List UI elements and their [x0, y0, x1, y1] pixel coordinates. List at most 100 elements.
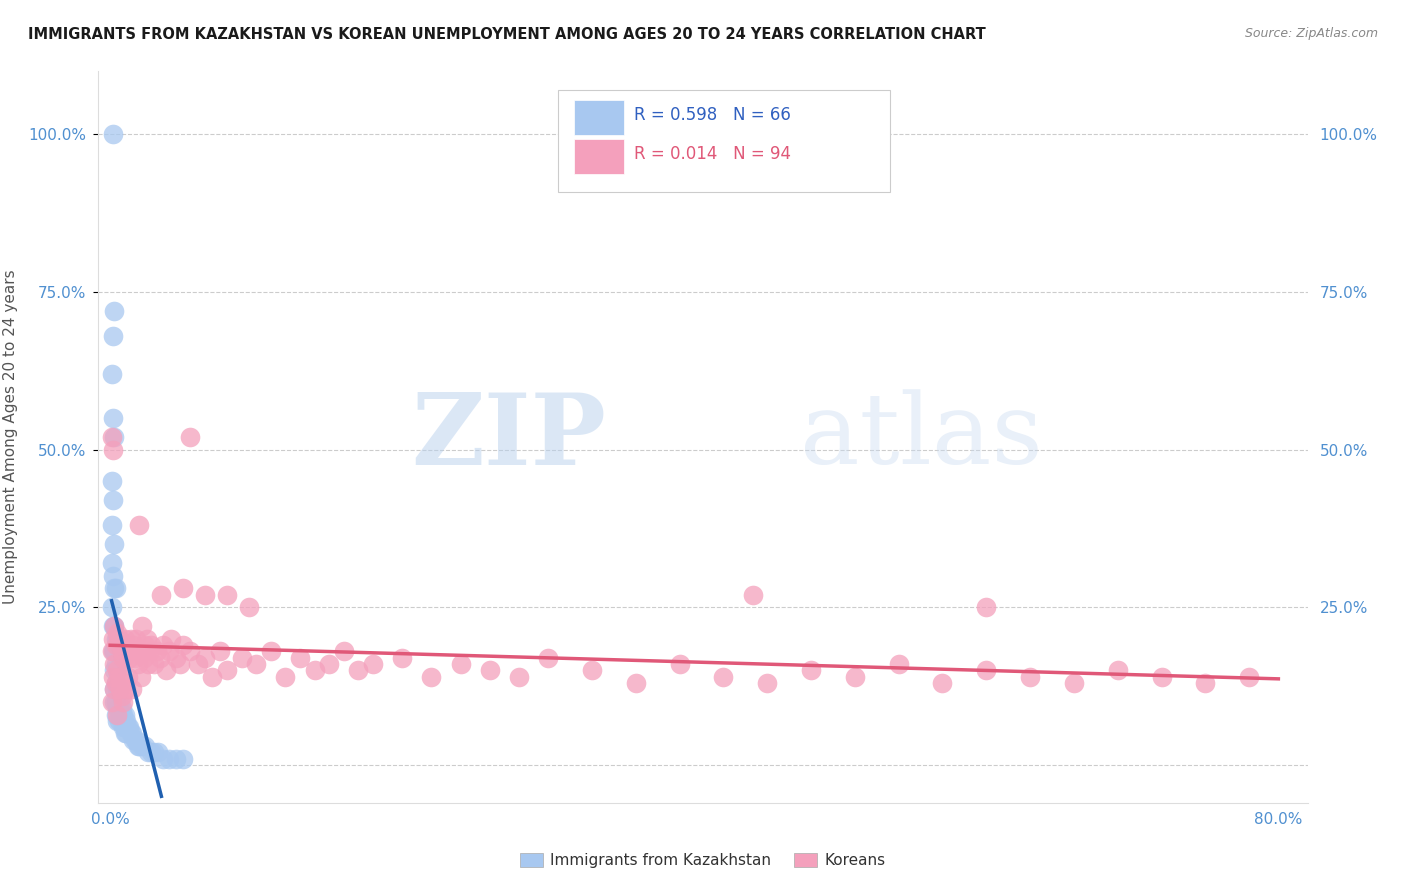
Point [107, 682, 129, 697]
Point [172, 582, 194, 596]
Point [201, 670, 224, 684]
Point [115, 682, 138, 697]
Point [974, 664, 997, 678]
Point [127, 657, 149, 671]
Point [103, 619, 125, 633]
Point [132, 650, 155, 665]
Point [146, 644, 169, 658]
Point [100, 518, 122, 533]
Point [668, 657, 690, 671]
Point [114, 632, 136, 646]
Point [103, 682, 125, 697]
Point [450, 657, 472, 671]
Point [238, 600, 260, 615]
Point [110, 695, 132, 709]
Point [122, 732, 145, 747]
FancyBboxPatch shape [558, 90, 890, 192]
Point [347, 664, 370, 678]
Point [117, 644, 139, 658]
Point [111, 714, 134, 728]
Point [139, 638, 162, 652]
Point [165, 752, 187, 766]
Point [100, 556, 122, 570]
Point [103, 582, 125, 596]
Point [101, 619, 124, 633]
Point [157, 644, 180, 658]
Point [101, 329, 124, 343]
Point [134, 739, 156, 753]
Point [112, 707, 135, 722]
Point [128, 739, 150, 753]
Point [103, 644, 125, 658]
Point [103, 695, 125, 709]
Point [121, 644, 143, 658]
Point [800, 664, 823, 678]
Point [138, 644, 160, 658]
Point [274, 670, 297, 684]
Point [100, 644, 122, 658]
Point [260, 644, 283, 658]
Point [107, 632, 129, 646]
Point [121, 726, 143, 740]
Point [136, 657, 159, 671]
Point [304, 664, 326, 678]
Point [117, 670, 139, 684]
Point [110, 638, 132, 652]
Point [114, 726, 136, 740]
Point [129, 670, 152, 684]
Point [741, 588, 763, 602]
Point [391, 650, 413, 665]
Point [104, 695, 127, 709]
Point [111, 644, 134, 658]
Point [103, 304, 125, 318]
Point [152, 752, 174, 766]
Legend: Immigrants from Kazakhstan, Koreans: Immigrants from Kazakhstan, Koreans [512, 846, 894, 876]
Point [131, 619, 153, 633]
Point [112, 650, 135, 665]
Text: atlas: atlas [800, 389, 1042, 485]
Point [713, 670, 735, 684]
Y-axis label: Unemployment Among Ages 20 to 24 years: Unemployment Among Ages 20 to 24 years [3, 269, 17, 605]
Point [104, 676, 127, 690]
Point [157, 752, 180, 766]
Point [101, 493, 124, 508]
Point [104, 638, 127, 652]
Point [103, 619, 125, 633]
Point [208, 644, 231, 658]
Point [114, 707, 136, 722]
Point [478, 664, 501, 678]
Point [107, 664, 129, 678]
Point [974, 600, 997, 615]
Point [245, 657, 267, 671]
Point [108, 632, 131, 646]
Point [107, 701, 129, 715]
Point [112, 695, 135, 709]
Point [624, 676, 647, 690]
Point [1194, 676, 1216, 690]
Point [165, 650, 187, 665]
Point [756, 676, 779, 690]
Point [107, 664, 129, 678]
Point [148, 745, 170, 759]
Point [318, 657, 340, 671]
Point [107, 707, 129, 722]
Point [136, 745, 159, 759]
Point [1150, 670, 1173, 684]
Point [124, 650, 146, 665]
Point [215, 664, 238, 678]
Point [231, 650, 253, 665]
Point [149, 650, 172, 665]
Text: R = 0.598   N = 66: R = 0.598 N = 66 [634, 106, 792, 124]
Text: R = 0.014   N = 94: R = 0.014 N = 94 [634, 145, 792, 163]
Point [172, 638, 194, 652]
Point [127, 739, 149, 753]
Point [100, 367, 122, 381]
Point [118, 720, 141, 734]
Point [128, 644, 150, 658]
FancyBboxPatch shape [574, 138, 624, 174]
Point [104, 676, 127, 690]
Point [100, 430, 122, 444]
Point [107, 625, 129, 640]
Point [135, 632, 157, 646]
Point [101, 569, 124, 583]
